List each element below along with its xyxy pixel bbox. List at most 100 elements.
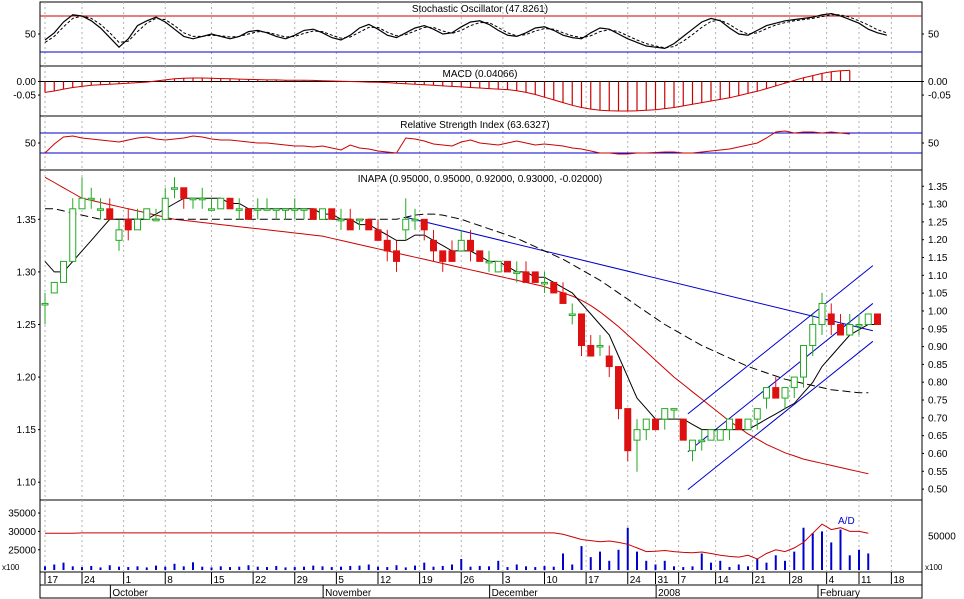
candle-body-20 <box>226 197 234 210</box>
price-tick-label-right-8: 0.95 <box>928 324 948 335</box>
candle-body-24 <box>263 208 271 211</box>
date-tick-label-13: 17 <box>588 575 600 586</box>
candle-body-34 <box>356 218 363 222</box>
candle-body-74 <box>726 418 733 431</box>
price-tick-label-right-16: 0.55 <box>928 467 948 478</box>
month-label-4: February <box>820 588 860 599</box>
date-tick-label-0: 17 <box>47 575 59 586</box>
price-tick-label-left-4: 1.15 <box>17 425 37 436</box>
date-tick-label-18: 21 <box>755 575 767 586</box>
price-tick-label-right-14: 0.65 <box>928 431 948 442</box>
candle-body-84 <box>818 302 826 325</box>
candle-body-14 <box>171 187 178 190</box>
month-label-3: 2008 <box>658 588 681 599</box>
candle-body-49 <box>494 260 502 273</box>
date-tick-label-1: 24 <box>84 575 96 586</box>
candle-body-89 <box>864 313 872 325</box>
candle-body-77 <box>753 408 761 420</box>
candle-body-47 <box>476 250 484 262</box>
candle-body-64 <box>633 429 641 441</box>
candle-body-80 <box>781 387 789 399</box>
stochastic-tick-label-right-0: 50 <box>928 30 940 41</box>
date-tick-label-8: 12 <box>380 575 392 586</box>
candle-body-0 <box>41 302 49 306</box>
price-tick-label-right-11: 0.80 <box>928 378 948 389</box>
candle-body-60 <box>596 345 604 348</box>
candle-body-13 <box>161 197 169 220</box>
candle-body-12 <box>152 218 160 222</box>
price-tick-label-right-2: 1.25 <box>928 217 948 228</box>
volume-plot: 35000 30000 25000 50000 <box>8 509 956 570</box>
rsi-tick-label-left-0: 50 <box>25 139 37 150</box>
candle-body-75 <box>735 418 743 431</box>
candle-body-54 <box>541 281 548 285</box>
candle-body-57 <box>568 313 576 316</box>
candle-body-41 <box>420 218 428 231</box>
date-tick-label-7: 5 <box>338 575 344 586</box>
macd-tick-label-right-1: -0.05 <box>928 91 951 102</box>
date-tick-label-9: 19 <box>422 575 434 586</box>
stochastic-title: Stochastic Oscillator (47.8261) <box>412 4 548 15</box>
candle-body-10 <box>134 218 141 231</box>
candle-body-8 <box>115 229 123 241</box>
price-tick-label-right-1: 1.30 <box>928 200 948 211</box>
stochastic-tick-label-left-0: 50 <box>25 30 37 41</box>
candle-body-37 <box>383 239 391 252</box>
candle-body-83 <box>809 323 817 347</box>
date-tick-label-22: 18 <box>893 575 905 586</box>
candle-body-1 <box>50 281 58 294</box>
candle-body-9 <box>124 218 132 231</box>
candle-body-81 <box>790 376 798 389</box>
volume-tick-label-left-2: 25000 <box>8 545 36 556</box>
trendline-channel-1 <box>687 265 874 415</box>
candle-body-22 <box>245 208 252 220</box>
macd-tick-label-right-0: 0.00 <box>928 77 948 88</box>
price-tick-label-left-3: 1.20 <box>17 373 37 384</box>
candle-body-66 <box>652 418 659 431</box>
candle-body-2 <box>60 260 67 283</box>
candle-body-29 <box>309 208 317 220</box>
candle-body-38 <box>393 250 400 262</box>
date-tick-label-10: 26 <box>463 575 475 586</box>
date-tick-label-16: 7 <box>681 575 687 586</box>
macd-title: MACD (0.04066) <box>442 69 517 80</box>
candle-body-85 <box>827 313 835 325</box>
candle-body-90 <box>874 313 881 325</box>
date-tick-label-11: 3 <box>505 575 511 586</box>
price-tick-label-right-0: 1.35 <box>928 182 948 193</box>
candle-body-45 <box>457 239 465 252</box>
macd-tick-label-left-1: -0.05 <box>13 91 36 102</box>
price-tick-label-right-5: 1.10 <box>928 271 948 282</box>
month-label-1: November <box>325 588 372 599</box>
candle-body-26 <box>282 208 289 211</box>
medium-moving-average-dashed-line <box>45 208 869 394</box>
date-tick-label-12: 10 <box>547 575 559 586</box>
candle-body-27 <box>291 208 299 211</box>
candle-body-23 <box>254 208 262 211</box>
candle-body-50 <box>504 260 511 273</box>
price-tick-label-left-0: 1.35 <box>17 215 37 226</box>
candle-body-19 <box>217 197 225 210</box>
candle-body-43 <box>439 250 447 262</box>
date-tick-label-17: 14 <box>718 575 730 586</box>
volume-tick-label-left-0: 35000 <box>8 509 36 520</box>
candle-body-25 <box>272 208 280 211</box>
trendline-single-0 <box>405 216 873 332</box>
candle-body-48 <box>485 260 493 264</box>
volume-tick-label-right-0: 50000 <box>928 532 956 543</box>
candle-body-72 <box>707 429 715 441</box>
candle-body-73 <box>716 429 724 441</box>
macd-plot: 0.00 -0.05 0.00 -0.05 <box>13 69 951 112</box>
stochastic-plot: 50 50 <box>25 12 940 53</box>
candle-body-61 <box>605 355 613 368</box>
price-tick-label-right-6: 1.05 <box>928 289 948 300</box>
trendline-channel-3 <box>687 340 874 490</box>
candle-body-40 <box>411 218 419 222</box>
price-tick-label-right-12: 0.75 <box>928 396 948 407</box>
candle-body-52 <box>522 271 530 283</box>
volume-tick-label-left-1: 30000 <box>8 527 36 538</box>
price-title: INAPA (0.95000, 0.95000, 0.92000, 0.9300… <box>358 174 602 185</box>
date-tick-label-4: 15 <box>214 575 226 586</box>
price-tick-label-right-3: 1.20 <box>928 235 948 246</box>
